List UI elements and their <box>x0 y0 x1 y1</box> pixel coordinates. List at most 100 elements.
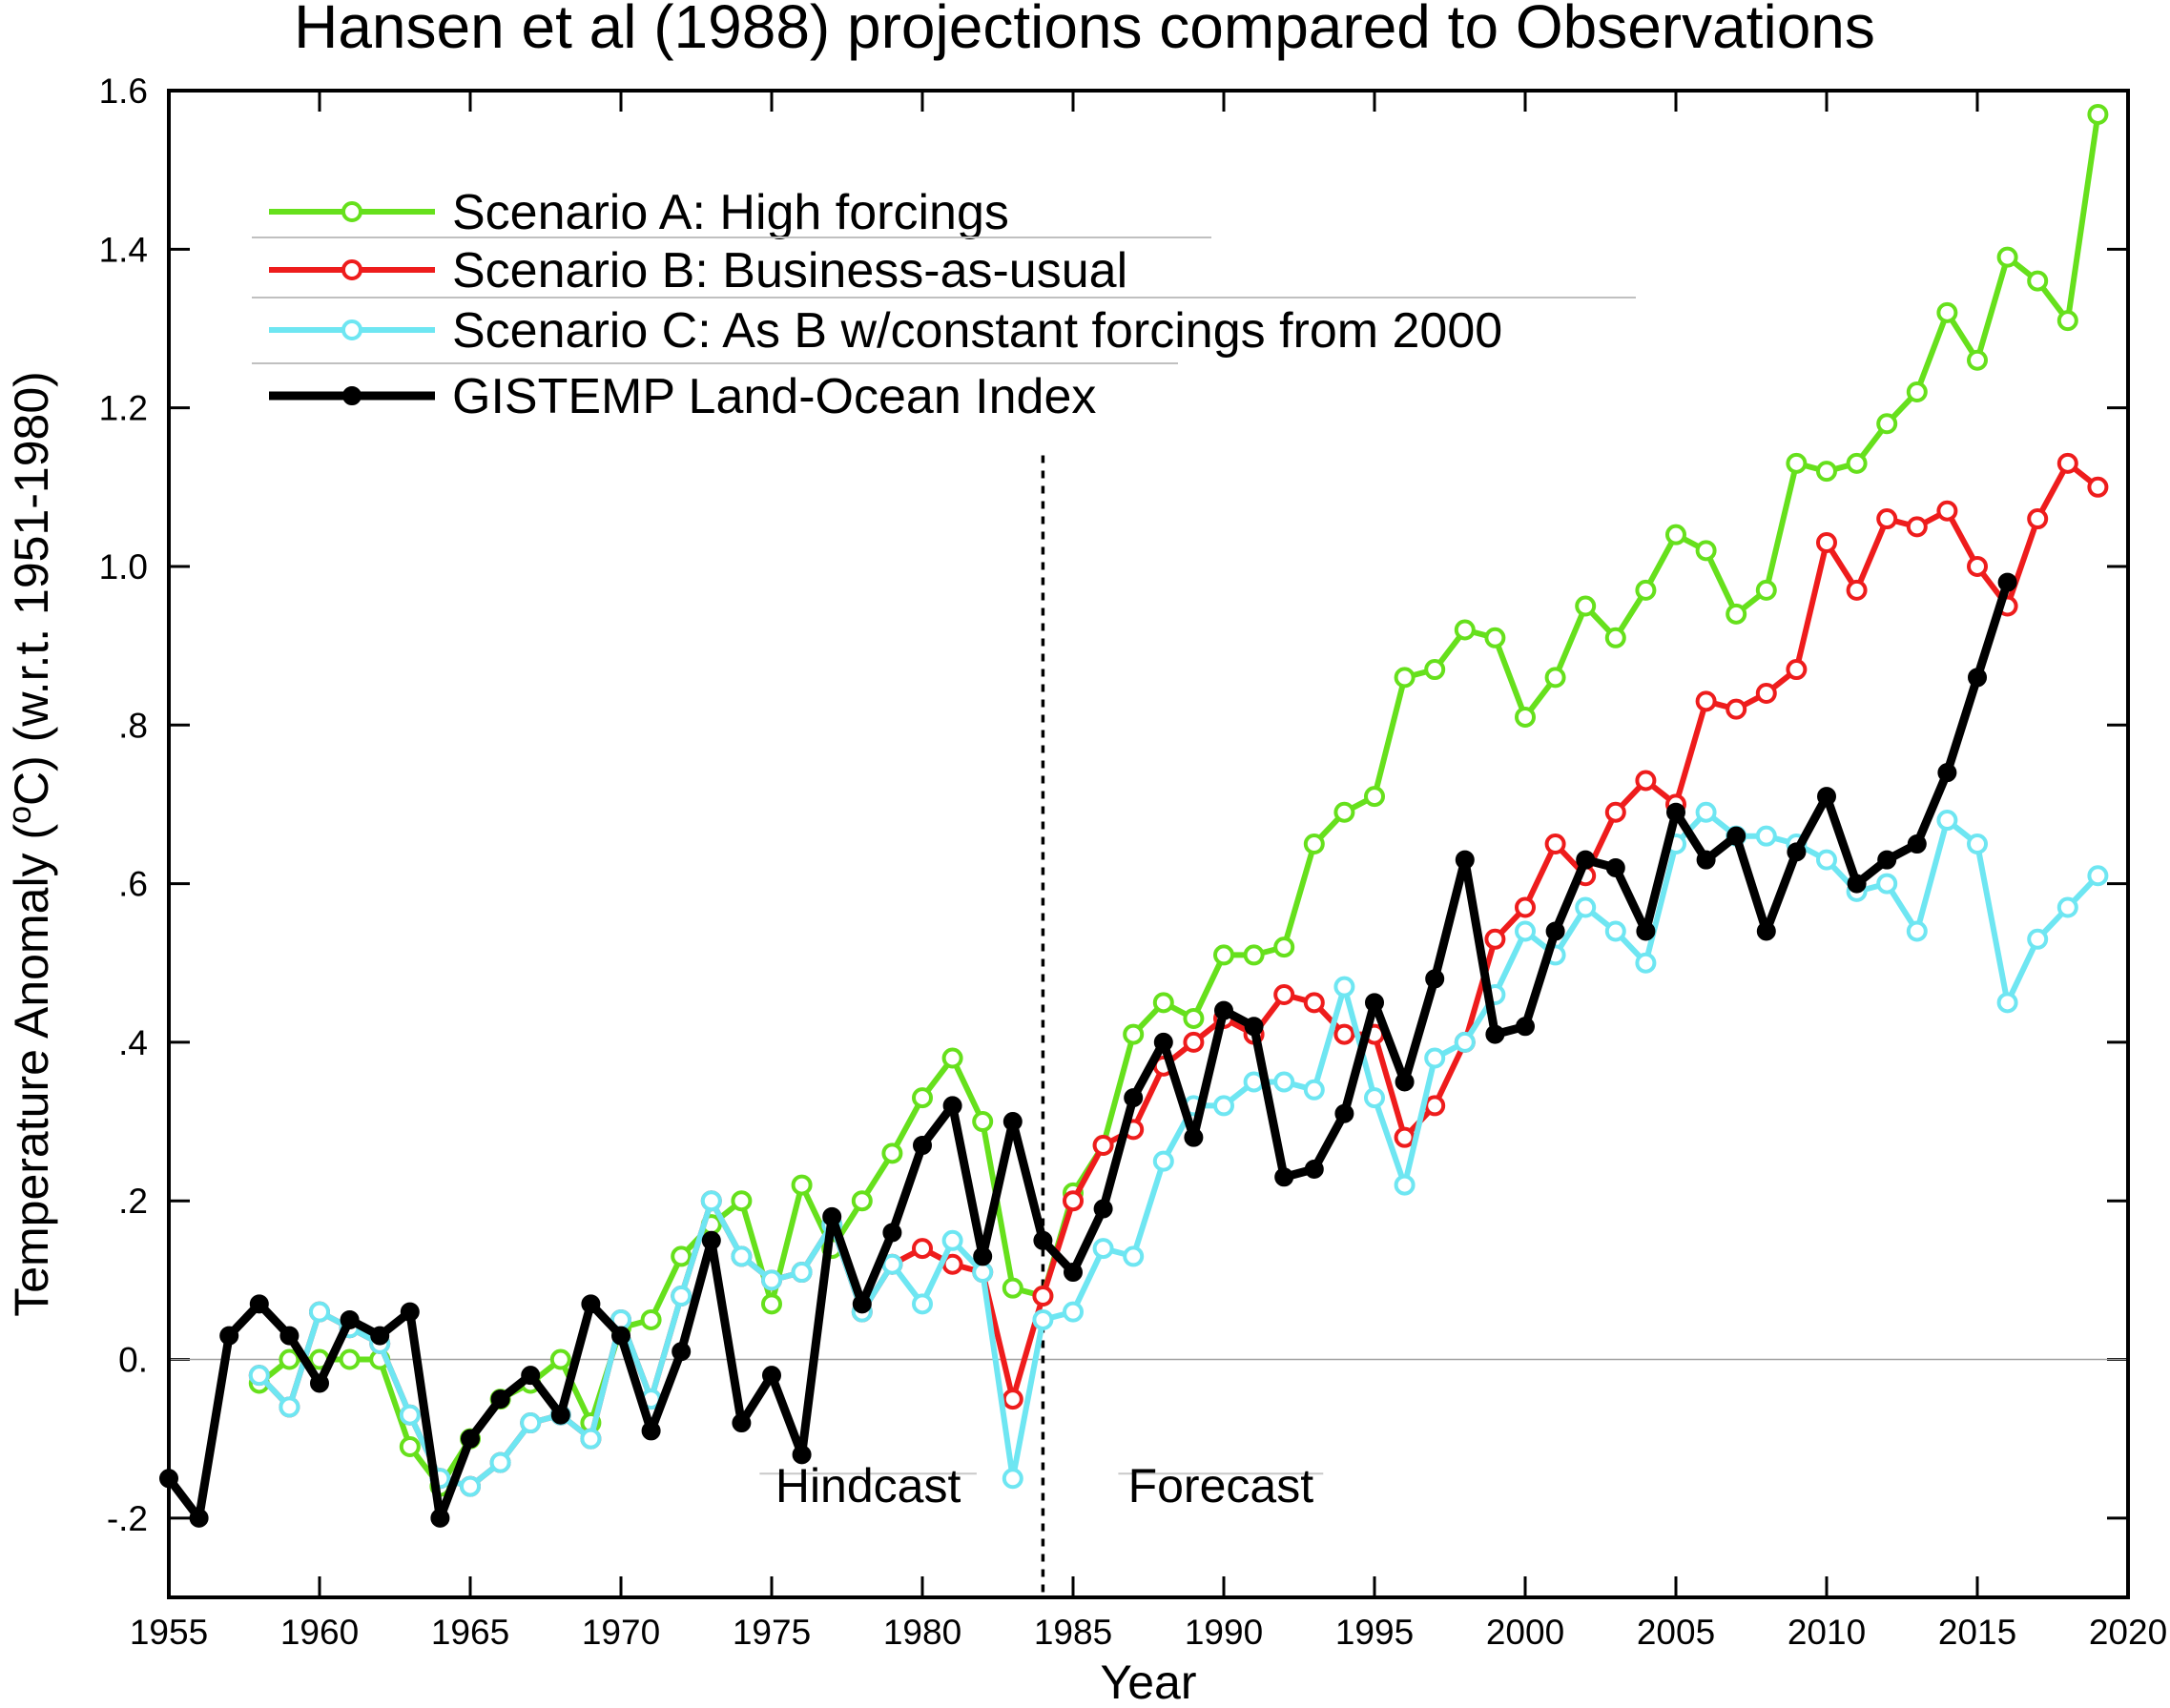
data-point <box>1604 627 1626 648</box>
data-point <box>1002 1277 1023 1299</box>
data-point <box>2056 452 2078 474</box>
data-point <box>1425 969 1445 989</box>
data-point <box>2056 896 2078 918</box>
data-point <box>1695 540 1717 562</box>
y-tick-label: 1.2 <box>99 389 148 428</box>
data-point <box>1123 1245 1145 1267</box>
data-point <box>1967 833 1988 854</box>
y-tick-label: -.2 <box>107 1499 148 1538</box>
data-point <box>1605 857 1625 877</box>
data-point <box>822 1206 842 1226</box>
y-tick-label: .4 <box>118 1023 148 1062</box>
x-axis-label: Year <box>1100 1656 1196 1708</box>
series-line <box>257 113 2101 1490</box>
data-point <box>1726 603 1747 625</box>
data-point <box>249 1294 269 1314</box>
data-point <box>672 1342 692 1362</box>
data-point <box>1996 246 2018 268</box>
data-point <box>1002 1389 1023 1410</box>
data-point <box>1575 595 1597 617</box>
data-point <box>1575 896 1597 918</box>
data-point <box>1274 1167 1294 1187</box>
x-tick-label: 1980 <box>883 1613 961 1652</box>
data-point <box>1092 1135 1114 1156</box>
data-point <box>1816 849 1837 871</box>
x-tick-label: 2015 <box>1938 1613 2016 1652</box>
data-point <box>1996 992 2018 1014</box>
data-point <box>881 1253 903 1275</box>
data-point <box>1755 825 1777 847</box>
data-point <box>1002 1112 1023 1132</box>
x-tick-label: 1975 <box>733 1613 811 1652</box>
hindcast-label: Hindcast <box>775 1459 961 1513</box>
data-point <box>1303 1079 1325 1101</box>
x-tick-label: 2000 <box>1486 1613 1564 1652</box>
data-point <box>1545 921 1565 941</box>
data-point <box>1907 834 1927 854</box>
data-point <box>791 1174 813 1196</box>
series-layer <box>159 103 2109 1528</box>
data-point <box>1604 801 1626 823</box>
data-point <box>430 1508 450 1528</box>
data-point <box>1937 763 1957 783</box>
data-point <box>1032 1308 1054 1330</box>
data-point <box>1755 683 1777 704</box>
legend-swatch-marker <box>341 201 362 222</box>
data-point <box>1273 936 1295 958</box>
y-tick-label: 0. <box>118 1341 148 1380</box>
series-4 <box>159 572 2017 1528</box>
data-point <box>1906 920 1928 942</box>
x-tick-label: 1955 <box>130 1613 208 1652</box>
data-point <box>1273 1071 1295 1093</box>
data-point <box>732 1413 752 1433</box>
data-point <box>1365 993 1384 1013</box>
data-point <box>1123 1023 1145 1045</box>
data-point <box>1394 1126 1416 1148</box>
data-point <box>1936 301 1958 323</box>
data-point <box>521 1366 541 1386</box>
data-point <box>1333 976 1355 998</box>
data-point <box>1454 1031 1476 1053</box>
data-point <box>1936 810 1958 832</box>
series-2 <box>248 452 2109 1497</box>
data-point <box>399 1436 421 1457</box>
axis-ticks: 1955 1960 1965 1970 1975 1980 1985 1990 1995 2000… <box>99 72 2168 1652</box>
data-point <box>1063 1301 1084 1323</box>
data-point <box>1666 802 1685 822</box>
forecast-label: Forecast <box>1128 1459 1314 1513</box>
x-tick-label: 2010 <box>1788 1613 1866 1652</box>
data-point <box>2056 310 2078 332</box>
data-point <box>1273 984 1295 1005</box>
y-tick-label: 1.4 <box>99 230 148 269</box>
data-point <box>1152 992 1174 1014</box>
data-point <box>731 1245 753 1267</box>
data-point <box>1906 381 1928 402</box>
data-point <box>1153 1032 1173 1052</box>
data-point <box>279 1348 300 1370</box>
data-point <box>1846 452 1868 474</box>
plot-frame <box>167 89 2130 1599</box>
data-point <box>1665 524 1686 545</box>
data-point <box>1424 1047 1446 1069</box>
data-point <box>1696 850 1716 870</box>
data-point <box>761 1269 782 1291</box>
data-point <box>1183 1007 1205 1029</box>
legend-label: Scenario A: High forcings <box>452 185 1009 240</box>
data-point <box>912 1087 933 1109</box>
data-point <box>1936 500 1958 522</box>
data-point <box>972 1111 994 1133</box>
data-point <box>1755 579 1777 601</box>
legend-swatch-marker <box>341 259 362 280</box>
data-point <box>1033 1230 1053 1250</box>
data-point <box>279 1326 300 1346</box>
legend-swatch-marker <box>342 386 362 405</box>
data-point <box>2027 270 2049 292</box>
series-line <box>257 460 2100 1490</box>
data-point <box>1064 1263 1083 1283</box>
data-point <box>1906 516 1928 538</box>
legend-swatch-marker <box>341 319 362 340</box>
data-point <box>1515 706 1536 728</box>
data-point <box>1968 668 1987 688</box>
data-point <box>1516 1017 1535 1037</box>
data-point <box>581 1294 601 1314</box>
